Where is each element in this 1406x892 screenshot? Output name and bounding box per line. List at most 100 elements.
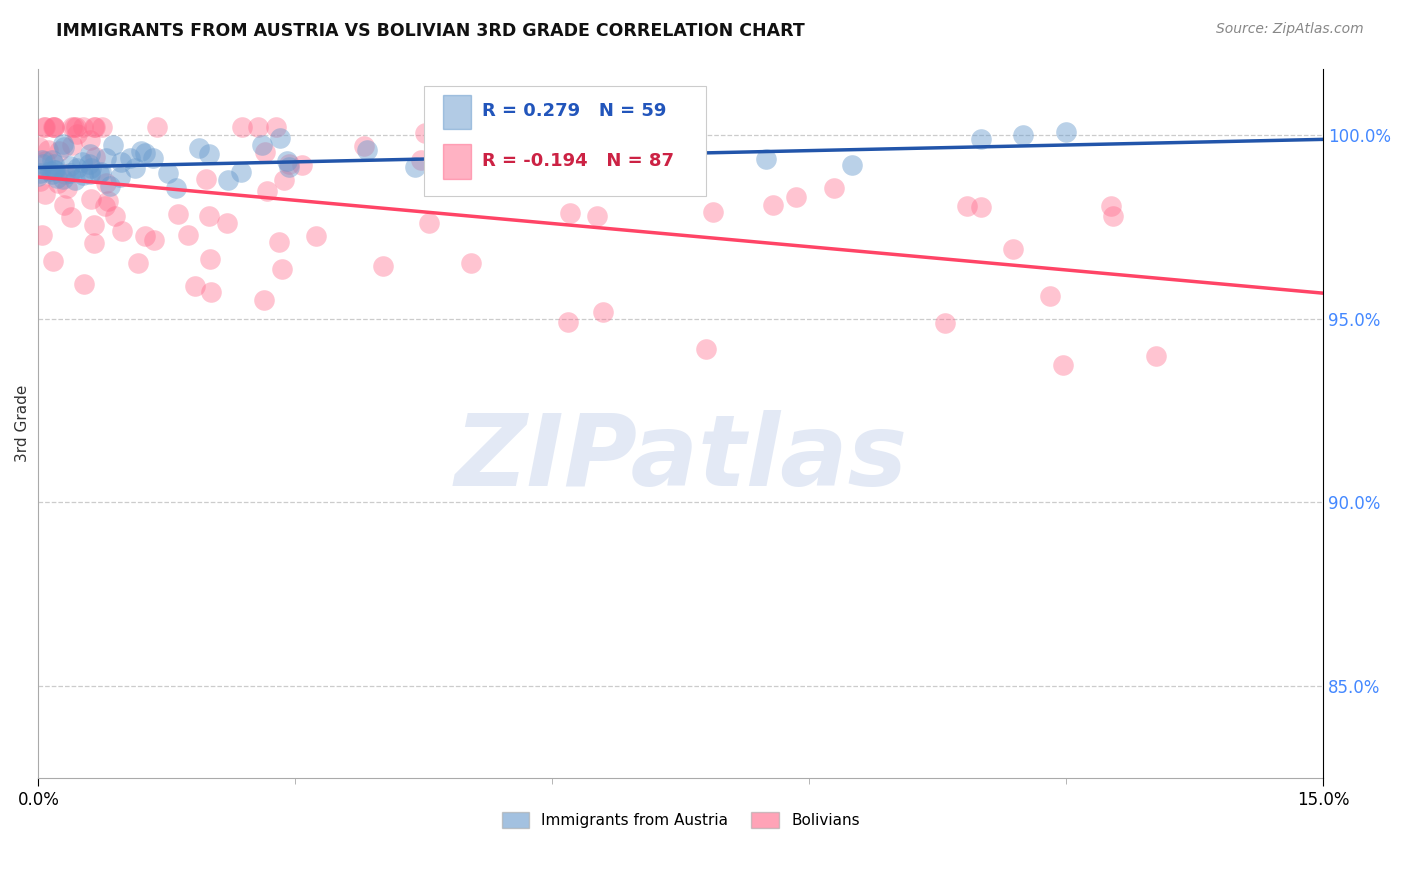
Point	[55, 181, 77, 195]
Point	[42, 120, 65, 135]
Point	[409, 153, 432, 167]
Point	[34, 186, 56, 201]
Point	[142, 151, 165, 165]
Point	[59, 211, 82, 225]
Point	[373, 259, 395, 273]
Point	[702, 205, 724, 219]
Point	[540, 155, 562, 169]
Point	[42, 120, 65, 135]
Point	[48, 176, 70, 190]
Point	[1144, 349, 1167, 363]
Point	[52, 171, 75, 186]
Point	[485, 140, 508, 154]
Point	[30, 166, 52, 180]
Point	[695, 342, 717, 356]
Point	[34, 120, 56, 135]
Point	[94, 151, 117, 165]
Point	[65, 173, 87, 187]
Point	[84, 150, 107, 164]
Point	[28, 140, 51, 154]
Point	[32, 157, 55, 171]
Point	[755, 153, 778, 167]
Text: ZIPatlas: ZIPatlas	[454, 410, 907, 508]
Point	[111, 224, 134, 238]
Point	[495, 164, 517, 178]
Point	[253, 293, 276, 307]
Point	[658, 149, 681, 163]
Point	[45, 171, 67, 186]
Point	[217, 173, 239, 187]
Point	[647, 158, 669, 172]
Point	[65, 120, 87, 135]
Point	[104, 209, 127, 223]
Point	[1052, 358, 1074, 372]
Point	[934, 316, 956, 330]
Point	[1099, 198, 1122, 212]
Point	[83, 120, 105, 135]
Point	[79, 147, 101, 161]
Point	[31, 228, 53, 243]
Point	[42, 163, 65, 178]
Point	[34, 154, 56, 169]
Point	[586, 209, 609, 223]
Point	[31, 153, 53, 167]
Y-axis label: 3rd Grade: 3rd Grade	[15, 384, 30, 462]
Point	[53, 198, 76, 212]
Point	[98, 178, 121, 193]
Point	[145, 120, 167, 135]
Point	[72, 120, 94, 135]
Point	[97, 194, 120, 208]
Point	[59, 166, 82, 180]
Point	[72, 168, 94, 182]
Point	[177, 228, 200, 243]
Point	[1054, 125, 1077, 139]
Point	[252, 138, 274, 153]
Point	[269, 235, 291, 249]
Point	[83, 236, 105, 251]
Point	[73, 277, 96, 292]
Point	[356, 143, 378, 157]
Text: IMMIGRANTS FROM AUSTRIA VS BOLIVIAN 3RD GRADE CORRELATION CHART: IMMIGRANTS FROM AUSTRIA VS BOLIVIAN 3RD …	[56, 22, 806, 40]
Point	[41, 167, 63, 181]
Point	[841, 158, 863, 172]
Point	[108, 170, 131, 185]
Point	[143, 233, 166, 247]
Point	[1001, 242, 1024, 256]
Point	[129, 145, 152, 159]
Point	[72, 155, 94, 169]
Point	[52, 137, 75, 152]
Point	[66, 161, 89, 175]
Point	[1039, 289, 1062, 303]
Point	[60, 120, 83, 135]
Point	[200, 252, 222, 266]
Point	[59, 159, 82, 173]
Point	[55, 167, 77, 181]
Point	[460, 256, 482, 270]
Point	[167, 207, 190, 221]
Point	[90, 165, 112, 179]
Point	[127, 256, 149, 270]
Point	[134, 146, 156, 161]
Point	[246, 120, 269, 135]
Point	[557, 315, 579, 329]
Point	[48, 145, 70, 159]
Point	[110, 155, 132, 169]
Point	[63, 120, 86, 135]
Point	[165, 181, 187, 195]
Point	[231, 120, 253, 135]
Point	[118, 151, 141, 165]
Point	[823, 180, 845, 194]
Text: Source: ZipAtlas.com: Source: ZipAtlas.com	[1216, 22, 1364, 37]
Point	[60, 137, 83, 152]
Point	[96, 176, 118, 190]
Point	[583, 160, 606, 174]
Point	[970, 201, 993, 215]
Text: R = -0.194   N = 87: R = -0.194 N = 87	[482, 152, 673, 169]
Point	[270, 261, 292, 276]
Point	[188, 141, 211, 155]
Point	[956, 199, 979, 213]
Point	[200, 285, 222, 300]
Point	[278, 160, 301, 174]
Point	[278, 157, 301, 171]
Point	[1012, 128, 1035, 142]
